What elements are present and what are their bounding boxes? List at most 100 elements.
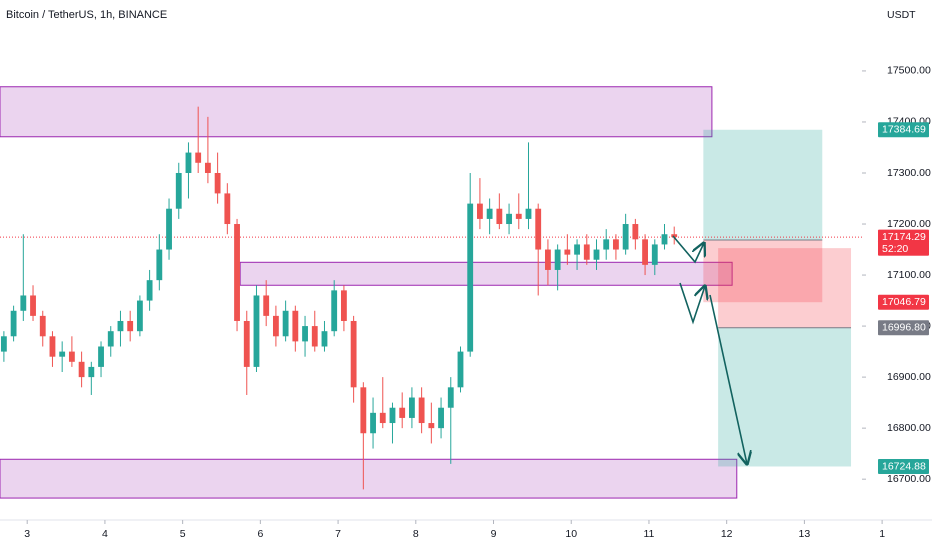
arrow	[709, 294, 747, 464]
candle-body	[661, 234, 668, 245]
candle-body	[204, 162, 211, 173]
candle-body	[671, 234, 678, 238]
candle-body	[554, 249, 561, 270]
candle-body	[39, 315, 46, 337]
y-tick-label: 16800.00	[887, 422, 931, 434]
price-marker-label: 16724.88	[882, 460, 926, 472]
candle-body	[515, 213, 522, 219]
price-marker-label: 17046.79	[882, 296, 926, 308]
target-zone	[718, 327, 852, 467]
candle-body	[253, 295, 260, 367]
price-marker-label: 17384.69	[882, 124, 926, 136]
candle-body	[243, 320, 250, 367]
price-marker-label: 16996.80	[882, 321, 926, 333]
candle-body	[282, 310, 289, 337]
zone	[0, 86, 713, 138]
arrow	[672, 235, 704, 264]
price-marker	[878, 229, 929, 256]
candle-body	[78, 361, 85, 378]
candle-body	[370, 412, 376, 434]
chart-title: Bitcoin / TetherUS, 1h, BINANCE	[6, 9, 167, 21]
candle-body	[340, 290, 347, 321]
candle-body	[545, 249, 551, 270]
candle-body	[107, 331, 114, 347]
candle-body	[59, 351, 66, 357]
candle-body	[234, 224, 240, 321]
candle-body	[68, 351, 75, 362]
candle-body	[613, 239, 619, 250]
x-tick-label: 5	[180, 528, 186, 540]
candle-body	[486, 208, 493, 219]
candle-body	[379, 412, 386, 424]
candle-body	[389, 407, 396, 424]
candle-body	[564, 249, 571, 255]
candle-body	[399, 407, 406, 418]
candle-body	[574, 244, 580, 255]
candle-body	[117, 320, 124, 332]
candle-body	[127, 320, 134, 332]
y-tick-label: 17500.00	[887, 65, 931, 77]
candle-body	[467, 203, 474, 352]
candle-body	[447, 387, 454, 408]
candle-body	[272, 315, 279, 337]
x-tick-label: 8	[413, 528, 419, 540]
y-tick-label: 17200.00	[887, 218, 931, 230]
price-marker	[878, 458, 929, 474]
target-zone	[703, 129, 823, 240]
y-tick-label: 17100.00	[887, 269, 931, 281]
x-tick-label: 6	[257, 528, 263, 540]
candle-body	[506, 213, 512, 225]
price-marker	[878, 122, 929, 138]
arrows	[672, 235, 747, 464]
x-tick-label: 11	[644, 528, 655, 540]
candle-body	[30, 295, 36, 316]
candle-body	[642, 239, 648, 265]
candle-body	[20, 295, 27, 311]
x-tick-label: 13	[799, 528, 811, 540]
candle-body	[224, 193, 231, 225]
candle-body	[331, 290, 338, 332]
x-tick-label: 4	[102, 528, 108, 540]
candle-body	[593, 249, 600, 260]
candle-body	[0, 336, 7, 352]
candle-body	[457, 351, 464, 388]
candle-body	[583, 244, 590, 260]
x-tick-label: 9	[491, 528, 497, 540]
plot-area	[0, 86, 862, 499]
stop-zone	[703, 239, 823, 303]
x-tick-label: 3	[24, 528, 30, 540]
candle-body	[49, 336, 56, 357]
candle-body	[214, 172, 221, 194]
candle-body	[311, 326, 318, 347]
candle-body	[428, 423, 435, 429]
candle-body	[321, 331, 328, 347]
candle-body	[418, 397, 425, 424]
candle-body	[175, 172, 182, 209]
candle-body	[195, 152, 202, 163]
candle-body	[263, 295, 270, 316]
stop-zone	[718, 248, 852, 328]
candle-body	[651, 244, 658, 265]
arrow	[679, 283, 705, 325]
candle-body	[622, 224, 629, 250]
candle-body	[10, 310, 17, 337]
price-marker	[878, 294, 929, 310]
y-axis-label: USDT	[887, 9, 916, 21]
candle-body	[408, 397, 415, 418]
y-tick-label: 17300.00	[887, 167, 931, 179]
candle-body	[525, 208, 532, 219]
zone	[0, 458, 738, 499]
axes: 16700.0016800.0016900.0017000.0017100.00…	[24, 65, 931, 540]
candle-body	[603, 239, 610, 250]
countdown: 52:20	[882, 243, 908, 255]
price-marker-label: 17174.29	[882, 231, 926, 243]
x-tick-label: 1	[879, 528, 885, 540]
candle-body	[477, 203, 483, 219]
candle-body	[535, 208, 542, 250]
candle-body	[360, 387, 367, 434]
candle-body	[156, 249, 163, 281]
candle-body	[292, 310, 299, 342]
candle-body	[98, 346, 104, 367]
candle-body	[185, 152, 192, 173]
